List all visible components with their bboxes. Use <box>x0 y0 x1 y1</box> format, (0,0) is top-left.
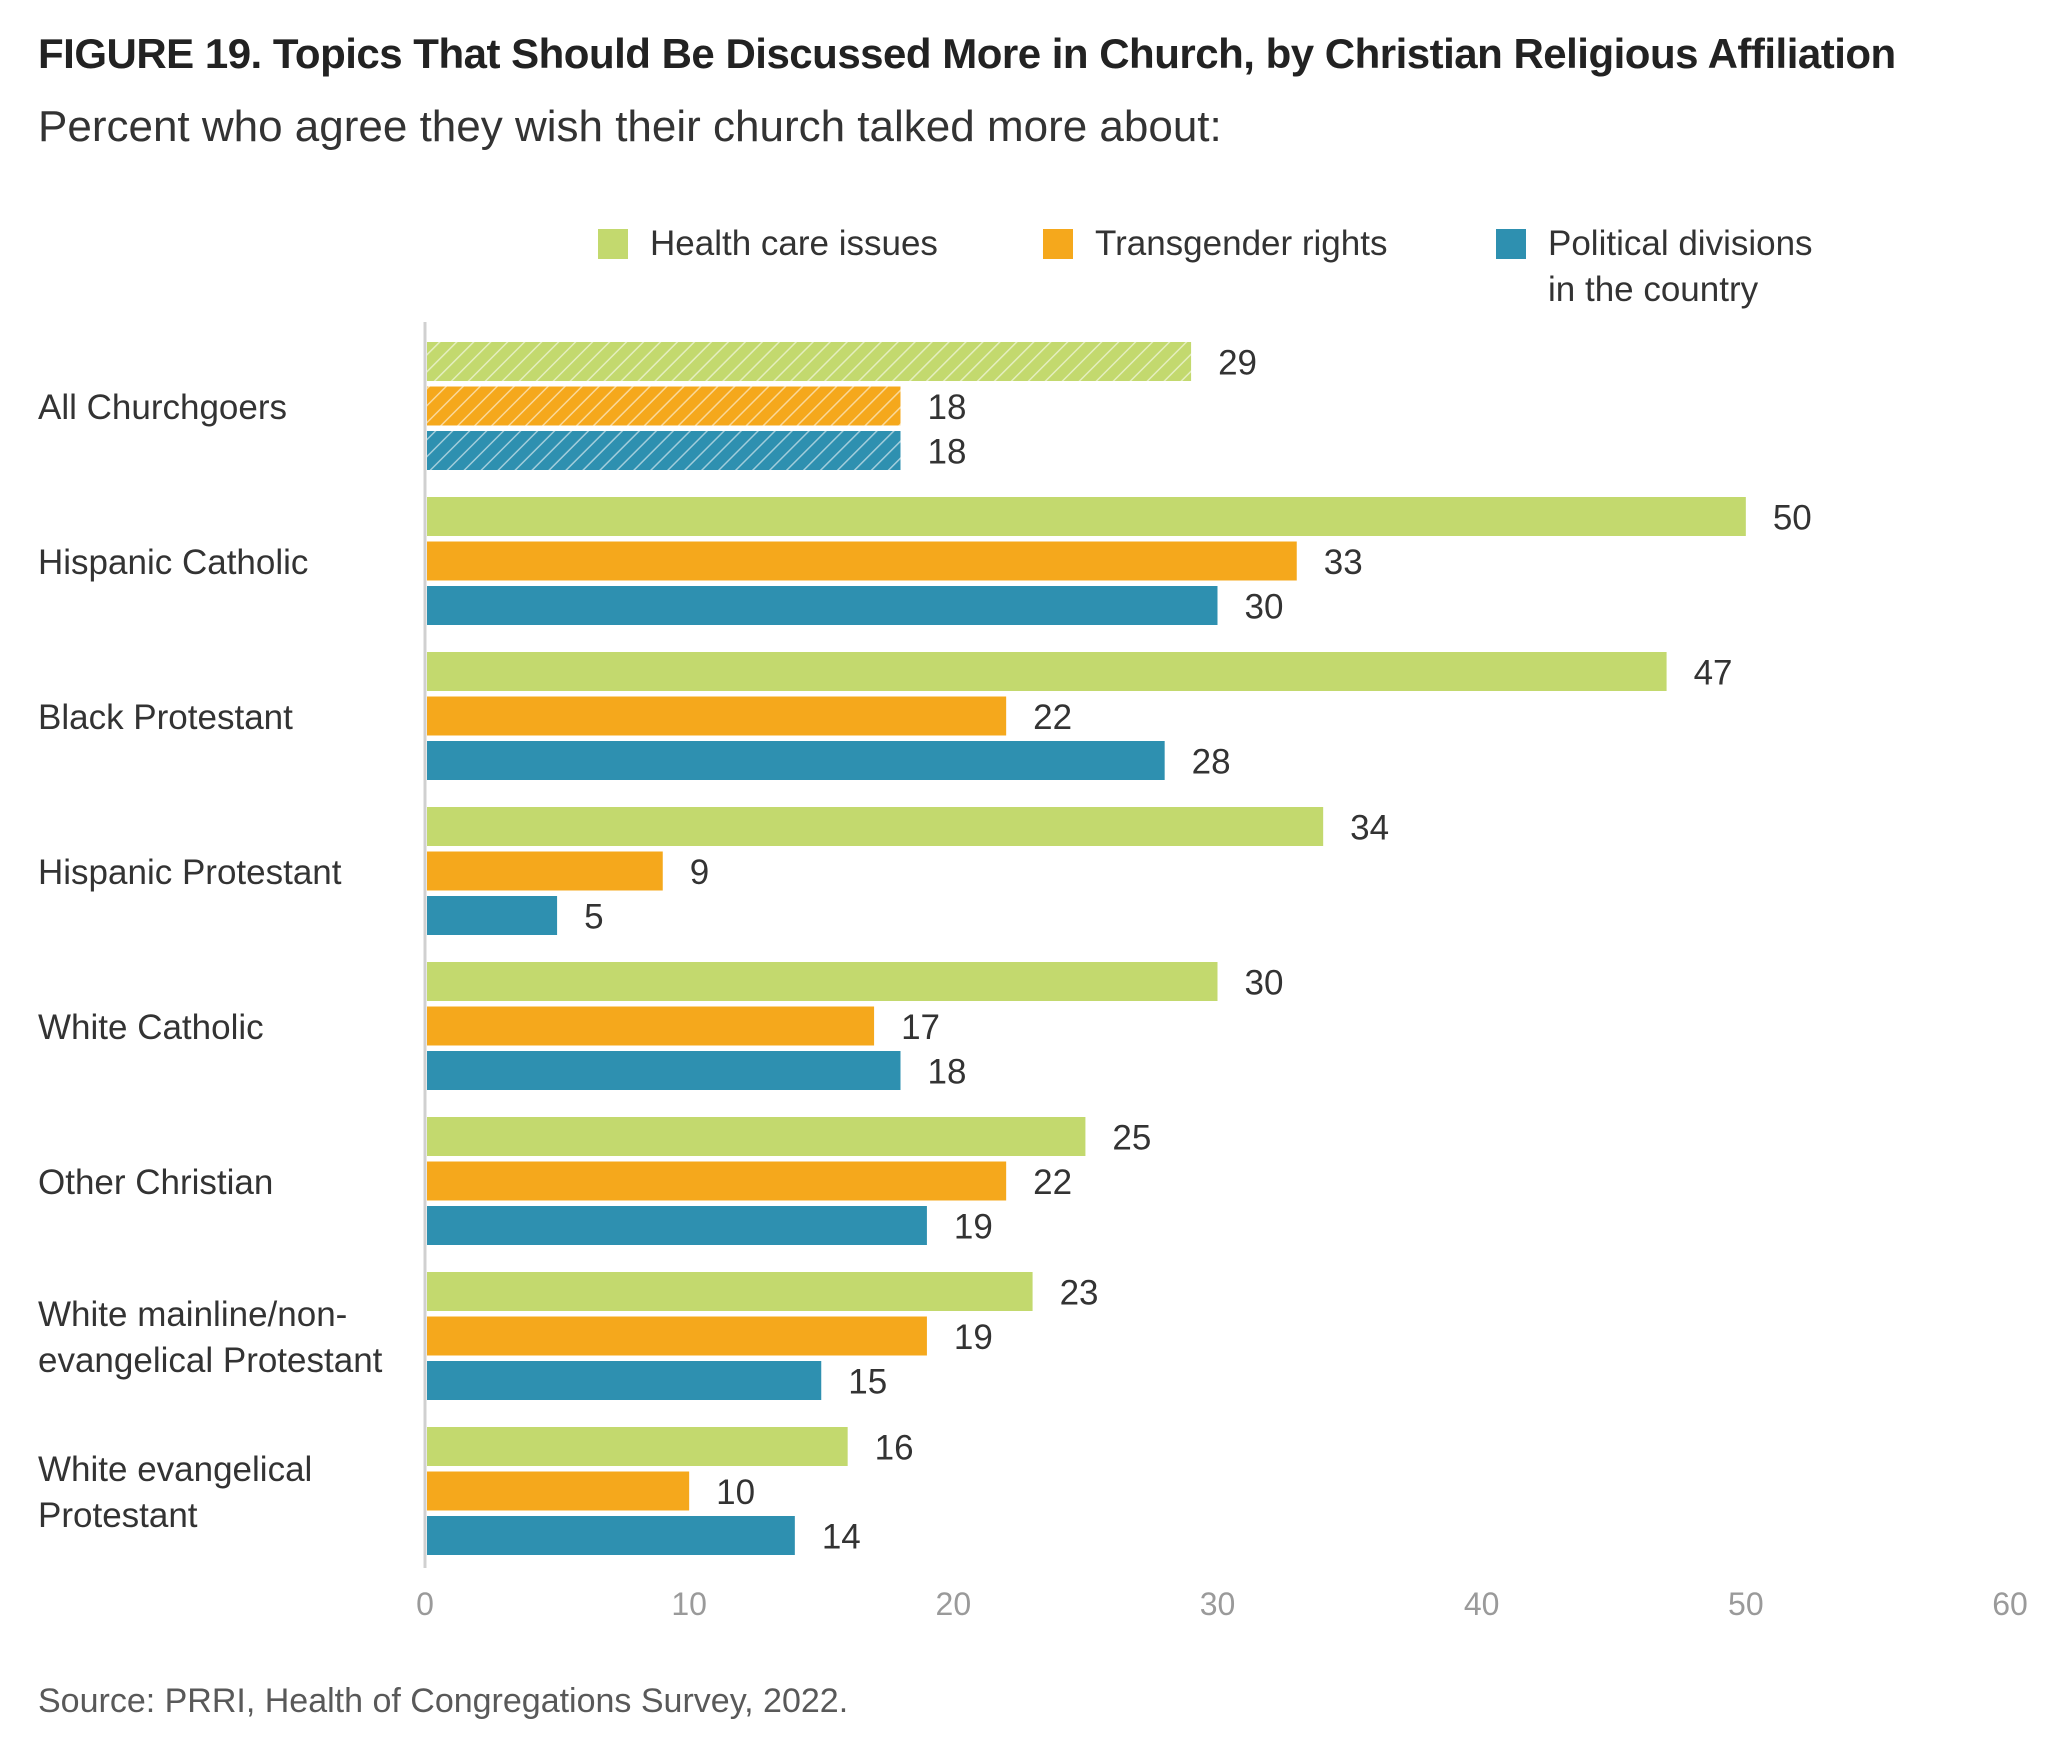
bar-0-1 <box>427 386 901 426</box>
category-label-4: White Catholic <box>38 1008 264 1047</box>
x-tick-label-4: 40 <box>1464 1586 1500 1622</box>
value-label-3-2: 5 <box>584 898 603 937</box>
value-label-0-2: 18 <box>928 433 967 472</box>
bar-6-1 <box>427 1316 927 1356</box>
category-label-0: All Churchgoers <box>38 388 287 427</box>
legend-label-2: in the country <box>1548 270 1759 309</box>
bar-0-0 <box>427 342 1192 381</box>
value-label-4-1: 17 <box>901 1008 940 1047</box>
bar-2-1 <box>427 696 1007 736</box>
bar-3-2 <box>427 896 558 935</box>
x-tick-label-1: 10 <box>671 1586 707 1622</box>
bar-7-0 <box>427 1427 848 1466</box>
value-label-6-0: 23 <box>1060 1274 1099 1313</box>
bars-group: 29 18 18 50 33 30 47 22 28 34 9 5 30 17 18 25 22 19 23 19 15… <box>427 342 1812 1557</box>
value-label-1-1: 33 <box>1324 543 1363 582</box>
bar-2-2 <box>427 741 1165 780</box>
bar-7-2 <box>427 1516 795 1555</box>
bar-4-1 <box>427 1006 875 1046</box>
chart-legend: Health care issues Transgender rights Poli… <box>598 224 1813 309</box>
value-label-4-0: 30 <box>1245 964 1284 1003</box>
bar-3-0 <box>427 807 1324 846</box>
value-label-2-0: 47 <box>1694 654 1733 693</box>
x-tick-label-5: 50 <box>1728 1586 1764 1622</box>
category-label-5: Other Christian <box>38 1163 273 1202</box>
legend-label-0: Health care issues <box>650 224 938 263</box>
x-axis-ticks: 0 10 20 30 40 50 60 <box>416 1586 2028 1622</box>
bar-4-0 <box>427 962 1218 1001</box>
bar-5-1 <box>427 1161 1007 1201</box>
x-tick-label-0: 0 <box>416 1586 434 1622</box>
bar-6-0 <box>427 1272 1033 1311</box>
value-label-3-0: 34 <box>1350 809 1389 848</box>
category-label-7: Protestant <box>38 1496 198 1535</box>
legend-label-2: Political divisions <box>1548 224 1813 263</box>
category-label-3: Hispanic Protestant <box>38 853 342 892</box>
category-label-2: Black Protestant <box>38 698 293 737</box>
value-label-1-2: 30 <box>1245 588 1284 627</box>
bar-1-1 <box>427 541 1297 581</box>
bar-4-2 <box>427 1051 901 1090</box>
value-label-5-2: 19 <box>954 1208 993 1247</box>
bar-6-2 <box>427 1361 822 1400</box>
value-label-0-0: 29 <box>1218 344 1257 383</box>
x-tick-label-2: 20 <box>936 1586 972 1622</box>
category-label-7: White evangelical <box>38 1450 312 1489</box>
bar-7-1 <box>427 1471 690 1511</box>
chart-subtitle: Percent who agree they wish their church… <box>38 102 1222 151</box>
bar-0-2 <box>427 431 901 470</box>
bar-2-0 <box>427 652 1667 691</box>
bar-1-0 <box>427 497 1746 536</box>
x-tick-label-6: 60 <box>1992 1586 2028 1622</box>
value-label-5-1: 22 <box>1033 1163 1072 1202</box>
value-label-7-2: 14 <box>822 1518 861 1557</box>
legend-swatch-0 <box>598 229 628 259</box>
value-label-6-1: 19 <box>954 1318 993 1357</box>
bar-3-1 <box>427 851 663 891</box>
chart-title: FIGURE 19. Topics That Should Be Discuss… <box>38 30 1896 77</box>
legend-label-1: Transgender rights <box>1095 224 1387 263</box>
legend-swatch-1 <box>1043 229 1073 259</box>
value-label-2-2: 28 <box>1192 743 1231 782</box>
bar-1-2 <box>427 586 1218 625</box>
value-label-6-2: 15 <box>848 1363 887 1402</box>
value-label-3-1: 9 <box>690 853 709 892</box>
value-label-5-0: 25 <box>1112 1119 1151 1158</box>
bar-5-2 <box>427 1206 927 1245</box>
category-label-6: evangelical Protestant <box>38 1341 383 1380</box>
x-tick-label-3: 30 <box>1200 1586 1236 1622</box>
source-note: Source: PRRI, Health of Congregations Su… <box>38 1682 849 1720</box>
value-label-4-2: 18 <box>928 1053 967 1092</box>
bar-5-0 <box>427 1117 1086 1156</box>
legend-swatch-2 <box>1496 229 1526 259</box>
category-labels: All Churchgoers Hispanic Catholic Black Pr… <box>38 388 383 1535</box>
value-label-1-0: 50 <box>1773 499 1812 538</box>
value-label-7-1: 10 <box>716 1473 755 1512</box>
value-label-0-1: 18 <box>928 388 967 427</box>
category-label-1: Hispanic Catholic <box>38 543 308 582</box>
category-label-6: White mainline/non- <box>38 1295 347 1334</box>
value-label-7-0: 16 <box>875 1429 914 1468</box>
value-label-2-1: 22 <box>1033 698 1072 737</box>
